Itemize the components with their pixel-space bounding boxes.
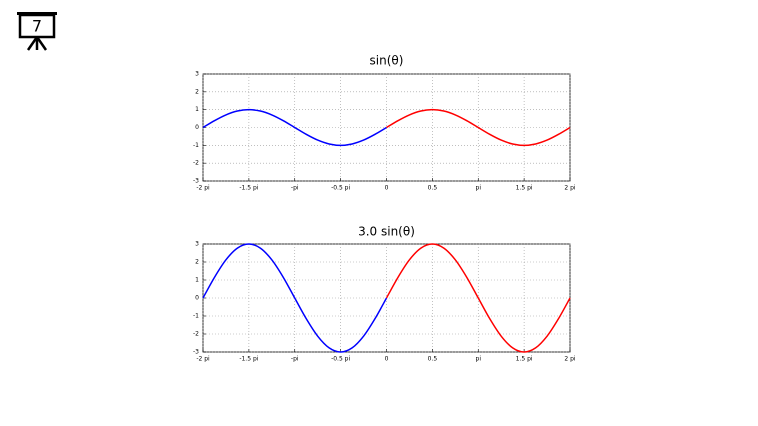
slide-icon: 7 (17, 12, 57, 51)
icon-bar (17, 12, 57, 15)
icon-leg (26, 36, 39, 51)
y-tick-label: -3 (193, 349, 199, 356)
y-tick-label: 0 (195, 295, 199, 302)
y-tick-label: 2 (195, 88, 199, 95)
y-tick-label: 2 (195, 259, 199, 266)
slide-number: 7 (32, 17, 42, 36)
x-tick-label: 2 pi (564, 356, 576, 363)
y-tick-label: 1 (195, 106, 199, 113)
x-tick-label: -2 pi (196, 356, 210, 363)
data-line (202, 243, 388, 353)
x-tick-label: -pi (291, 356, 299, 363)
y-tick-label: -1 (193, 313, 199, 320)
x-tick-label: 0.5 (428, 185, 438, 192)
x-tick-label: 0.5 (428, 356, 438, 363)
x-tick-label: -0.5 pi (331, 185, 350, 192)
x-tick-label: -0.5 pi (331, 356, 350, 363)
y-tick-label: -2 (193, 160, 199, 167)
x-tick-label: 1.5 pi (516, 356, 533, 363)
y-tick-label: 3 (195, 71, 199, 78)
x-tick-label: -pi (291, 185, 299, 192)
x-tick-label: -1.5 pi (239, 185, 258, 192)
x-tick-label: 0 (385, 185, 389, 192)
x-tick-label: pi (476, 185, 482, 192)
x-tick-label: -2 pi (196, 185, 210, 192)
y-tick-label: -1 (193, 142, 199, 149)
y-tick-label: 0 (195, 124, 199, 131)
y-tick-label: 1 (195, 277, 199, 284)
x-tick-label: 1.5 pi (516, 185, 533, 192)
x-tick-label: -1.5 pi (239, 356, 258, 363)
x-tick-label: 0 (385, 356, 389, 363)
data-line (385, 243, 571, 353)
y-tick-label: 3 (195, 241, 199, 248)
chart-title: sin(θ) (370, 54, 404, 68)
chart-title: 3.0 sin(θ) (358, 225, 415, 239)
data-line (386, 108, 571, 147)
x-tick-label: pi (476, 356, 482, 363)
x-tick-label: 2 pi (564, 185, 576, 192)
data-line (202, 108, 387, 147)
y-tick-label: -2 (193, 331, 199, 338)
y-tick-label: -3 (193, 178, 199, 185)
icon-leg (35, 36, 48, 51)
